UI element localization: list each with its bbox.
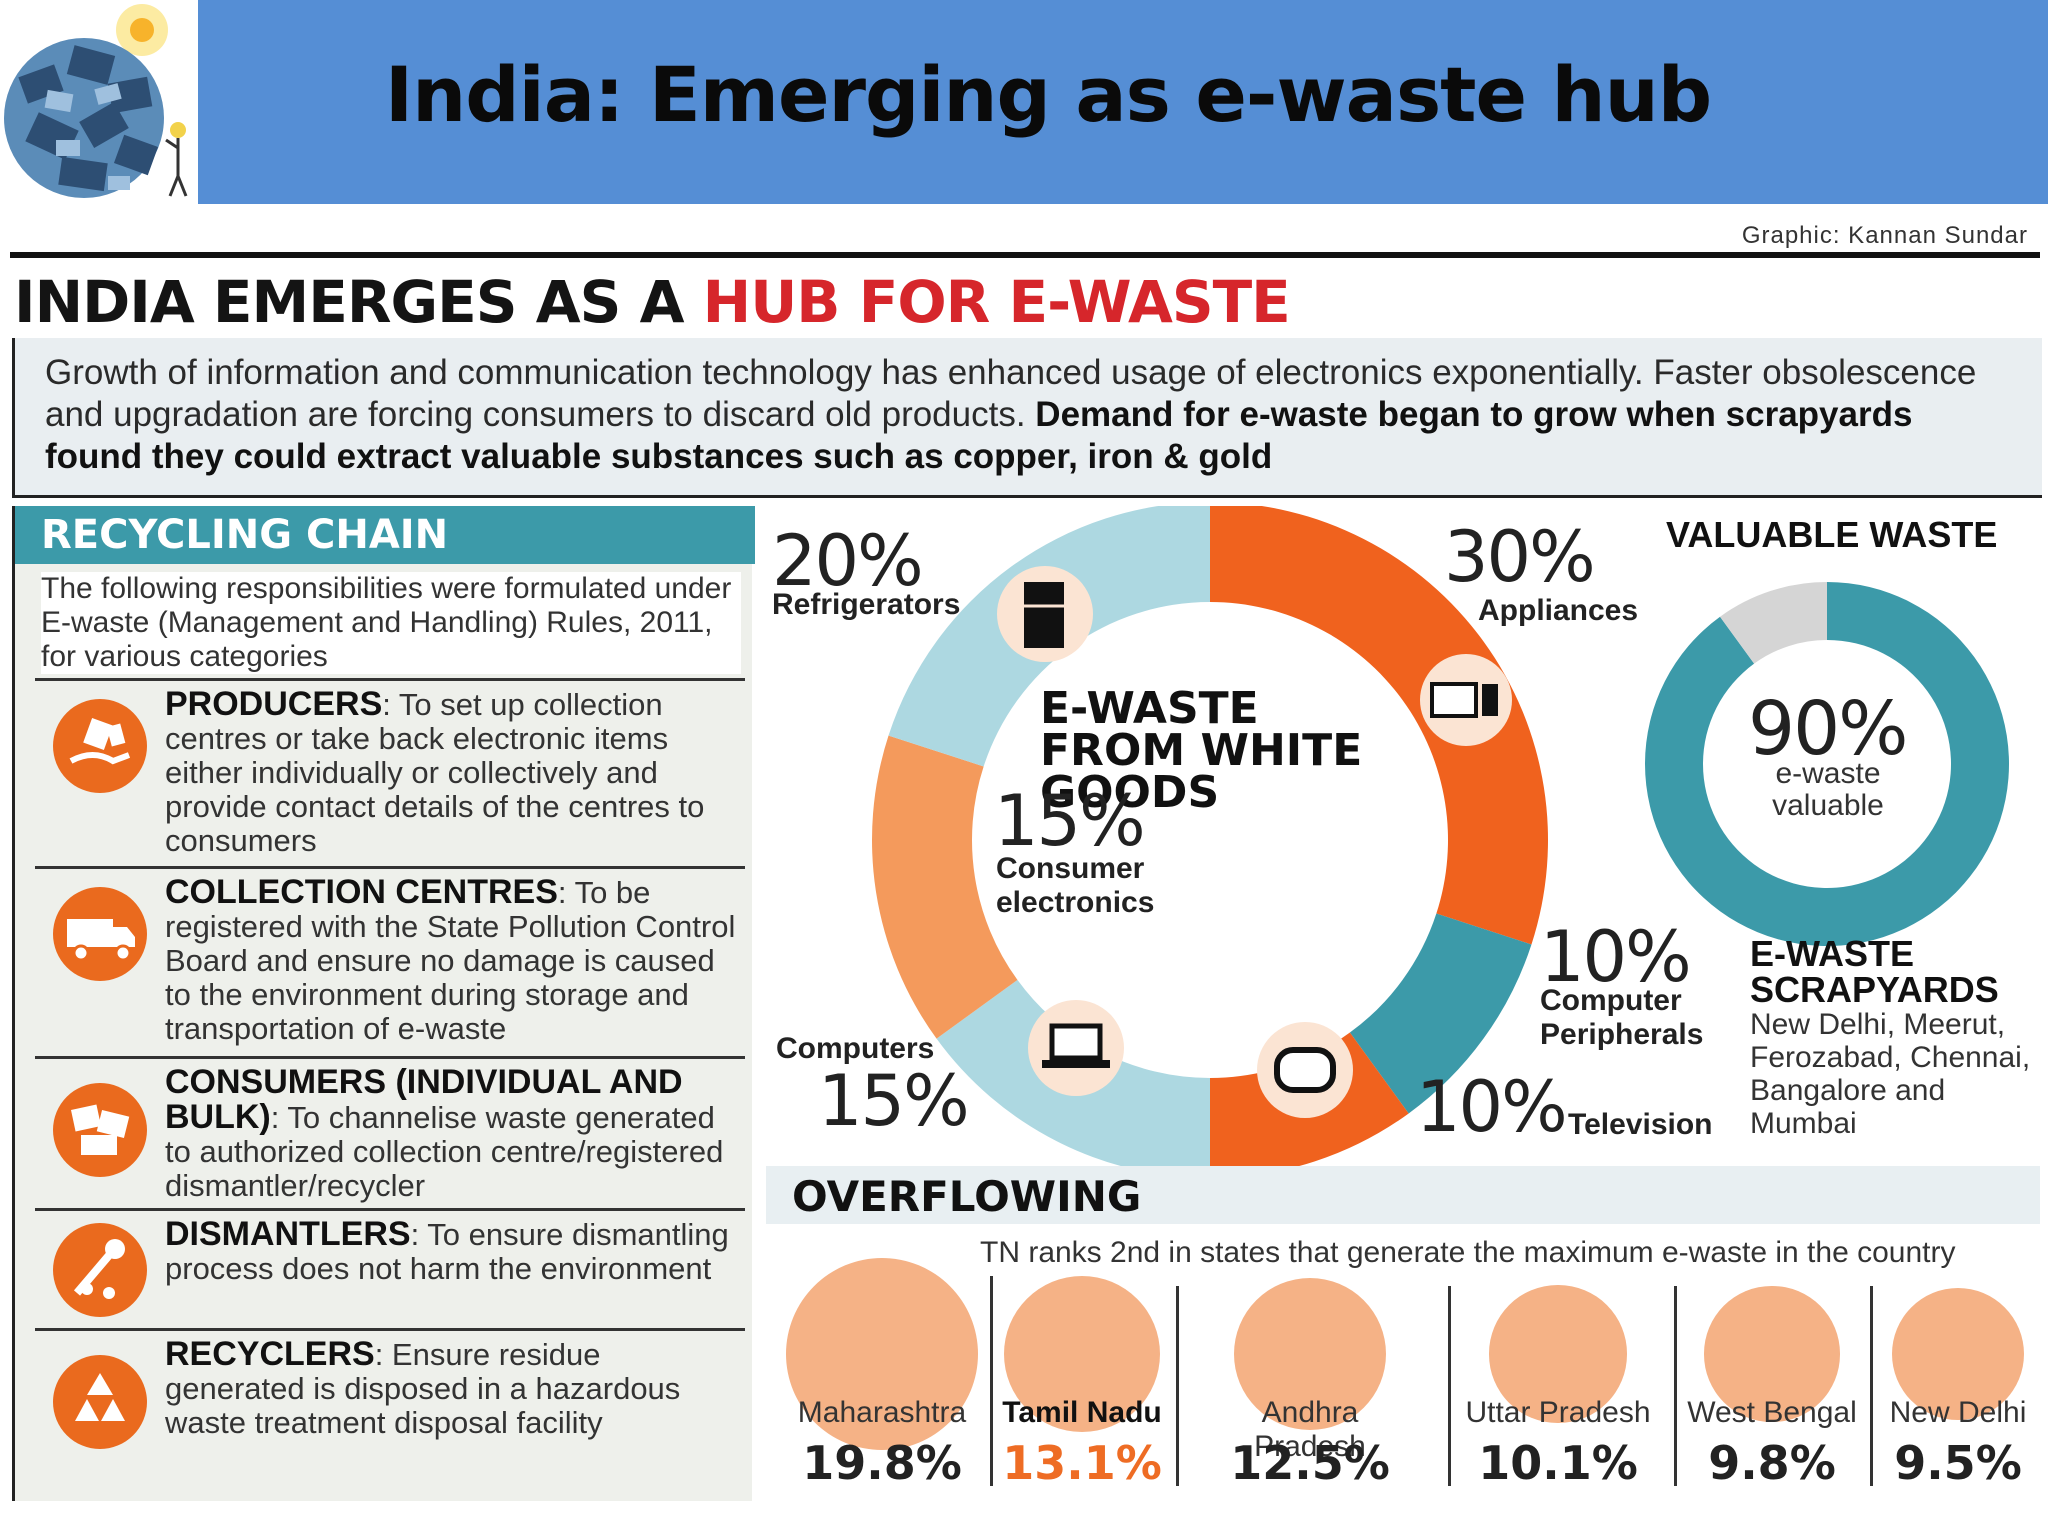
appliances-label: Appliances xyxy=(1478,594,1639,627)
chain-item-producers: PRODUCERS: To set up collection centres … xyxy=(35,678,745,866)
state-separator xyxy=(990,1276,993,1486)
scrapyards-list: New Delhi, Meerut, Ferozabad, Chennai, B… xyxy=(1750,1008,2031,1140)
chain-item-text: : Ensure residue generated is disposed i… xyxy=(165,1337,681,1440)
computers-pct: 15% xyxy=(818,1060,970,1142)
recycling-chain-panel: RECYCLING CHAIN The following responsibi… xyxy=(12,506,755,1501)
recycling-chain-intro: The following responsibilities were form… xyxy=(41,572,741,674)
state-value: 12.5% xyxy=(1230,1436,1390,1490)
chain-item-text: : To set up collection centres or take b… xyxy=(165,687,705,858)
scrapyards-title-line-1: E-WASTE xyxy=(1750,933,1915,974)
chain-item-recyclers: RECYCLERS: Ensure residue generated is d… xyxy=(35,1328,745,1500)
state-value: 10.1% xyxy=(1478,1436,1638,1490)
scrapyards-title: E-WASTE SCRAPYARDS xyxy=(1750,936,1999,1008)
state-separator xyxy=(1674,1286,1677,1486)
state-value: 19.8% xyxy=(802,1436,962,1490)
bubble-tamil-nadu xyxy=(1003,1275,1161,1433)
appliance-icon xyxy=(1420,654,1512,746)
state-name: Uttar Pradesh xyxy=(1465,1396,1651,1429)
chain-item-text: : To be registered with the State Pollut… xyxy=(165,875,736,1046)
chain-item-consumers: CONSUMERS (INDIVIDUAL AND BULK): To chan… xyxy=(35,1056,745,1208)
computer-peripherals-label: Computer Peripherals xyxy=(1540,984,1704,1051)
divider xyxy=(10,252,2040,258)
white-goods-segment-computer-peripherals xyxy=(1349,913,1532,1114)
valuable-waste-sublabel: e-waste valuable xyxy=(1772,757,1884,822)
graphic-credit: Graphic: Kannan Sundar xyxy=(1741,222,2028,249)
chain-item-name: COLLECTION CENTRES xyxy=(165,873,558,911)
truck-icon xyxy=(53,887,147,981)
state-value: 9.8% xyxy=(1708,1436,1836,1490)
chain-item-text: : To ensure dismantling process does not… xyxy=(165,1217,729,1286)
refrigerators-label: Refrigerators xyxy=(772,588,961,621)
chain-item-name: CONSUMERS (INDIVIDUAL AND BULK) xyxy=(165,1063,683,1136)
state-value: 13.1% xyxy=(1002,1436,1162,1490)
recycle-icon xyxy=(53,1355,147,1449)
refrigerators-pct: 20% xyxy=(772,520,924,602)
title-part-1: INDIA EMERGES AS A xyxy=(14,268,703,336)
title-part-2: HUB FOR E-WASTE xyxy=(702,268,1291,336)
white-goods-segment-consumer-electronics xyxy=(872,735,1018,1039)
laptop-icon xyxy=(1028,1000,1124,1096)
consumer-electronics-label: Consumer electronics xyxy=(996,852,1155,919)
slide-title: India: Emerging as e-waste hub xyxy=(384,50,1712,139)
recycling-chain-heading: RECYCLING CHAIN xyxy=(15,506,755,564)
infographic-title: INDIA EMERGES AS A HUB FOR E-WASTE xyxy=(14,268,1291,336)
computers-label: Computers xyxy=(776,1032,935,1065)
intro-box: Growth of information and communication … xyxy=(12,338,2042,498)
overflowing-header xyxy=(766,1166,2040,1224)
state-name: West Bengal xyxy=(1687,1396,1857,1429)
bubble-andhra-pradesh xyxy=(1233,1277,1387,1431)
computer-peripherals-pct: 10% xyxy=(1540,916,1692,998)
chain-item-name: RECYCLERS xyxy=(165,1335,375,1373)
state-separator xyxy=(1870,1286,1873,1486)
white-goods-segment-appliances xyxy=(1210,506,1548,945)
bubble-new-delhi xyxy=(1891,1287,2025,1421)
chain-item-text: : To channelise waste generated to autho… xyxy=(165,1100,724,1203)
state-separator xyxy=(1448,1286,1451,1486)
state-bubbles: Maharashtra 19.8% Tamil Nadu 13.1% Andhra Pr… xyxy=(780,1236,2040,1506)
state-separator xyxy=(1176,1286,1179,1486)
donut-charts xyxy=(872,506,2009,1166)
waste-pile-icon xyxy=(53,1083,147,1177)
valuable-waste-title: VALUABLE WASTE xyxy=(1666,514,1998,555)
television-label: Television xyxy=(1568,1108,1713,1141)
chain-item-collection-centres: COLLECTION CENTRES: To be registered wit… xyxy=(35,866,745,1056)
chain-item-name: DISMANTLERS xyxy=(165,1215,411,1253)
refrigerator-icon xyxy=(997,566,1093,662)
donut-center-title: E-WASTE FROM WHITE GOODS xyxy=(1040,683,1363,818)
intro-bold-text: Demand for e-waste began to grow when sc… xyxy=(45,395,1913,476)
television-icon xyxy=(1257,1022,1353,1118)
state-name: Andhra Pradesh xyxy=(1254,1396,1366,1463)
chain-item-dismantlers: DISMANTLERS: To ensure dismantling proce… xyxy=(35,1208,745,1328)
valuable-waste-segment-e-waste-valuable xyxy=(1644,582,2009,946)
bubble-uttar-pradesh xyxy=(1489,1285,1627,1423)
tools-icon xyxy=(53,1223,147,1317)
scrapyards-title-line-2: SCRAPYARDS xyxy=(1750,969,1999,1010)
bubble-west-bengal xyxy=(1704,1286,1840,1422)
state-name: Tamil Nadu xyxy=(1002,1396,1162,1429)
overflowing-title: OVERFLOWING xyxy=(792,1172,1142,1221)
hand-with-devices-icon xyxy=(53,699,147,793)
intro-text: Growth of information and communication … xyxy=(45,353,1977,434)
state-name: New Delhi xyxy=(1889,1396,2027,1429)
state-name: Maharashtra xyxy=(797,1396,967,1429)
valuable-waste-segment-other xyxy=(1720,582,1827,664)
overflowing-subtitle: TN ranks 2nd in states that generate the… xyxy=(980,1236,1956,1269)
header-band xyxy=(198,0,2048,204)
bubble-maharashtra xyxy=(786,1258,978,1450)
slide-header: India: Emerging as e-waste hub xyxy=(0,0,2048,204)
appliances-pct: 30% xyxy=(1444,516,1596,598)
valuable-waste-pct: 90% xyxy=(1748,686,1908,772)
television-pct: 10% xyxy=(1416,1066,1568,1148)
ewaste-pile-logo xyxy=(0,0,198,204)
consumer-electronics-pct: 15% xyxy=(994,780,1146,862)
chain-item-name: PRODUCERS xyxy=(165,685,383,723)
state-value: 9.5% xyxy=(1894,1436,2022,1490)
